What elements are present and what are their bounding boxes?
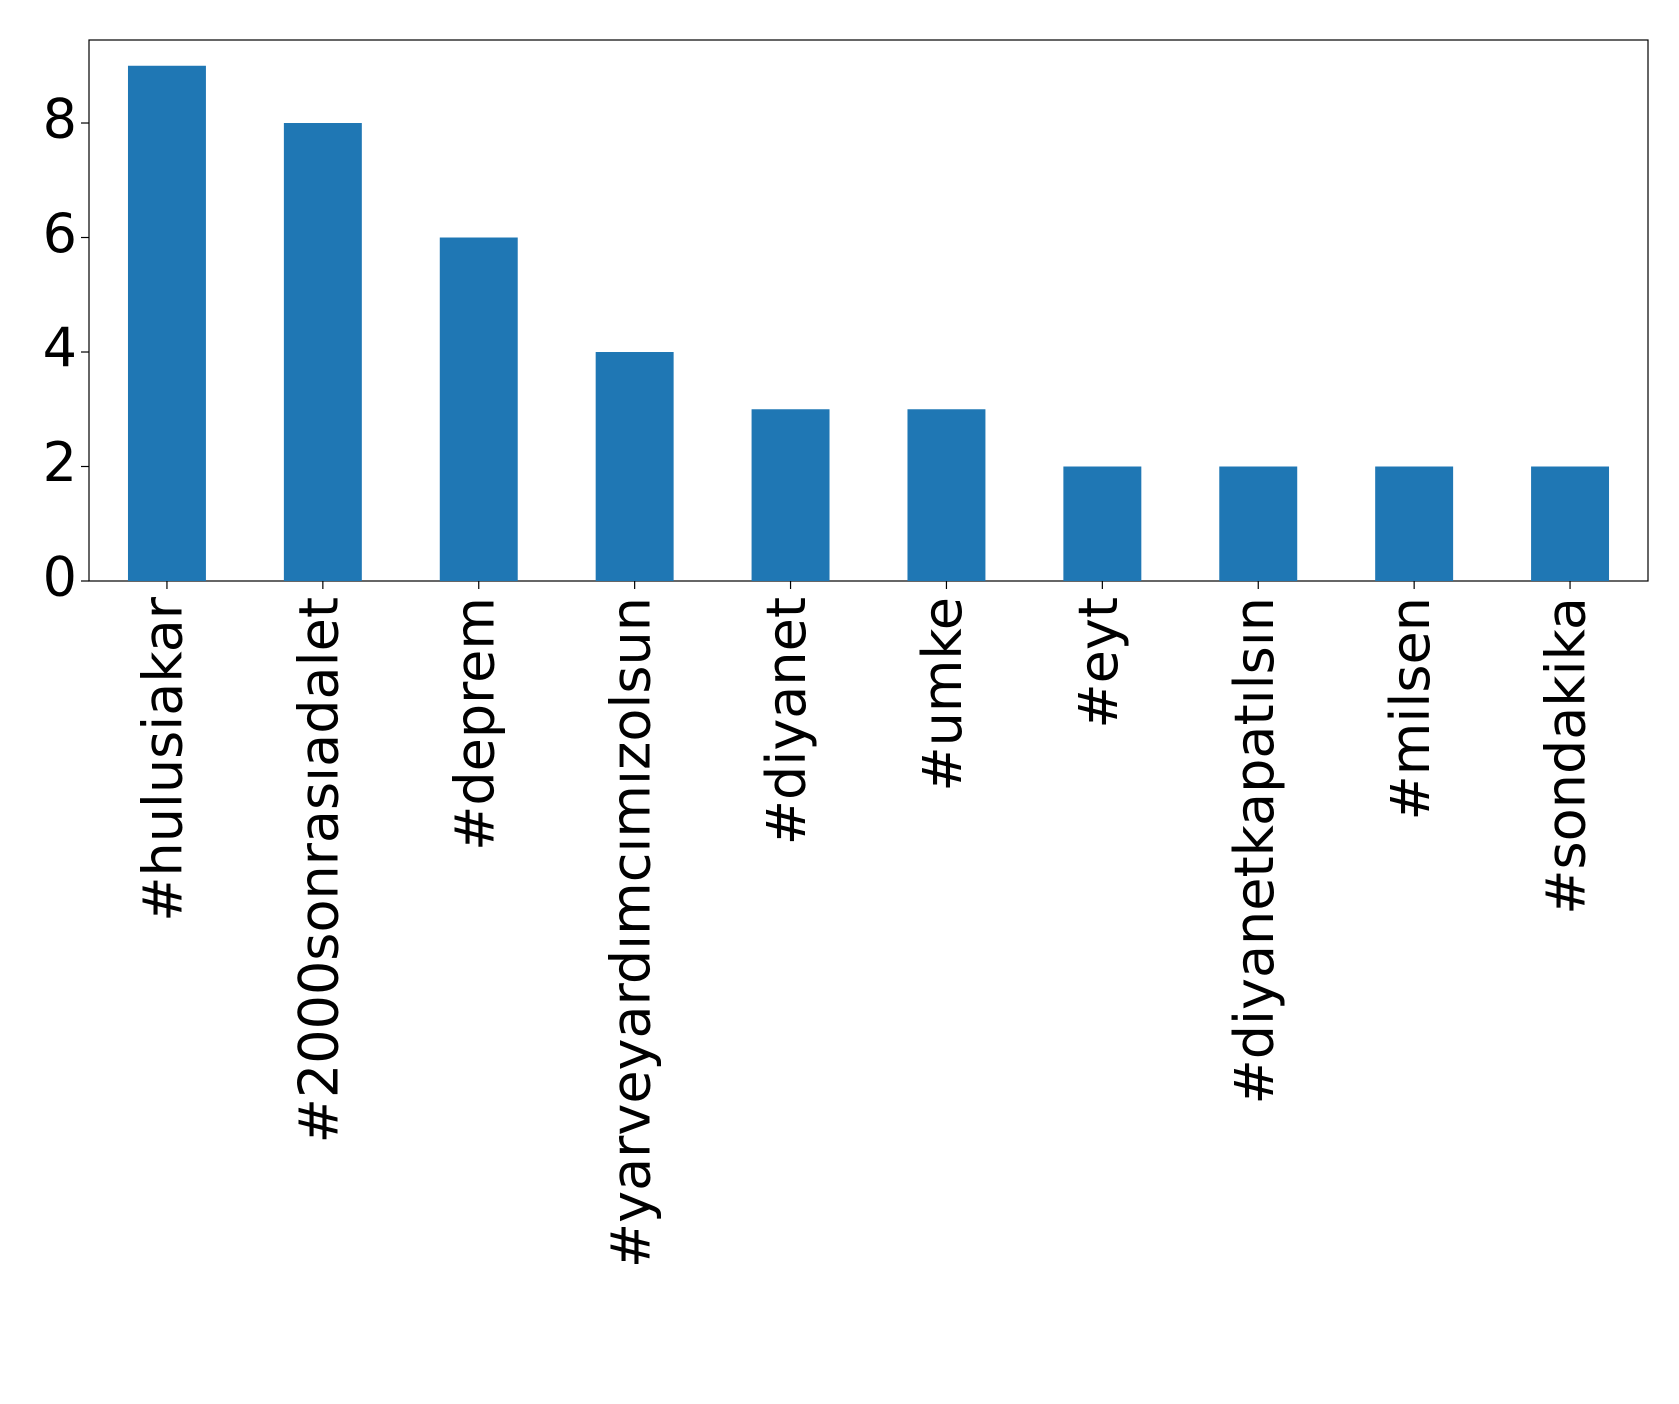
bar (1063, 466, 1142, 581)
x-tick-label: #sondakika (1535, 597, 1598, 915)
x-tick-label: #umke (911, 597, 974, 792)
x-tick-label: #eyt (1067, 597, 1130, 729)
y-tick-label: 8 (43, 88, 77, 151)
bar (127, 65, 206, 581)
plot-frame (88, 39, 1649, 582)
bar (439, 237, 518, 581)
x-tick-label: #milsen (1379, 597, 1442, 820)
y-tick-label: 0 (43, 546, 77, 609)
y-tick-label: 2 (43, 431, 77, 494)
bar (283, 123, 362, 581)
x-tick-label: #diyanet (755, 597, 818, 845)
bar (907, 409, 986, 581)
bar (595, 352, 674, 581)
bar (1531, 466, 1610, 581)
x-tick-label: #2000sonrasıadalet (287, 597, 350, 1143)
y-tick-label: 4 (43, 317, 77, 380)
x-tick-label: #yarveyardımcımızolsun (599, 597, 662, 1268)
bar (1219, 466, 1298, 581)
y-tick-label: 6 (43, 202, 77, 265)
bar (1375, 466, 1454, 581)
x-tick-label: #diyanetkapatılsın (1223, 597, 1286, 1105)
x-tick-label: #deprem (443, 597, 506, 851)
bar (751, 409, 830, 581)
x-tick-label: #hulusiakar (132, 596, 195, 922)
